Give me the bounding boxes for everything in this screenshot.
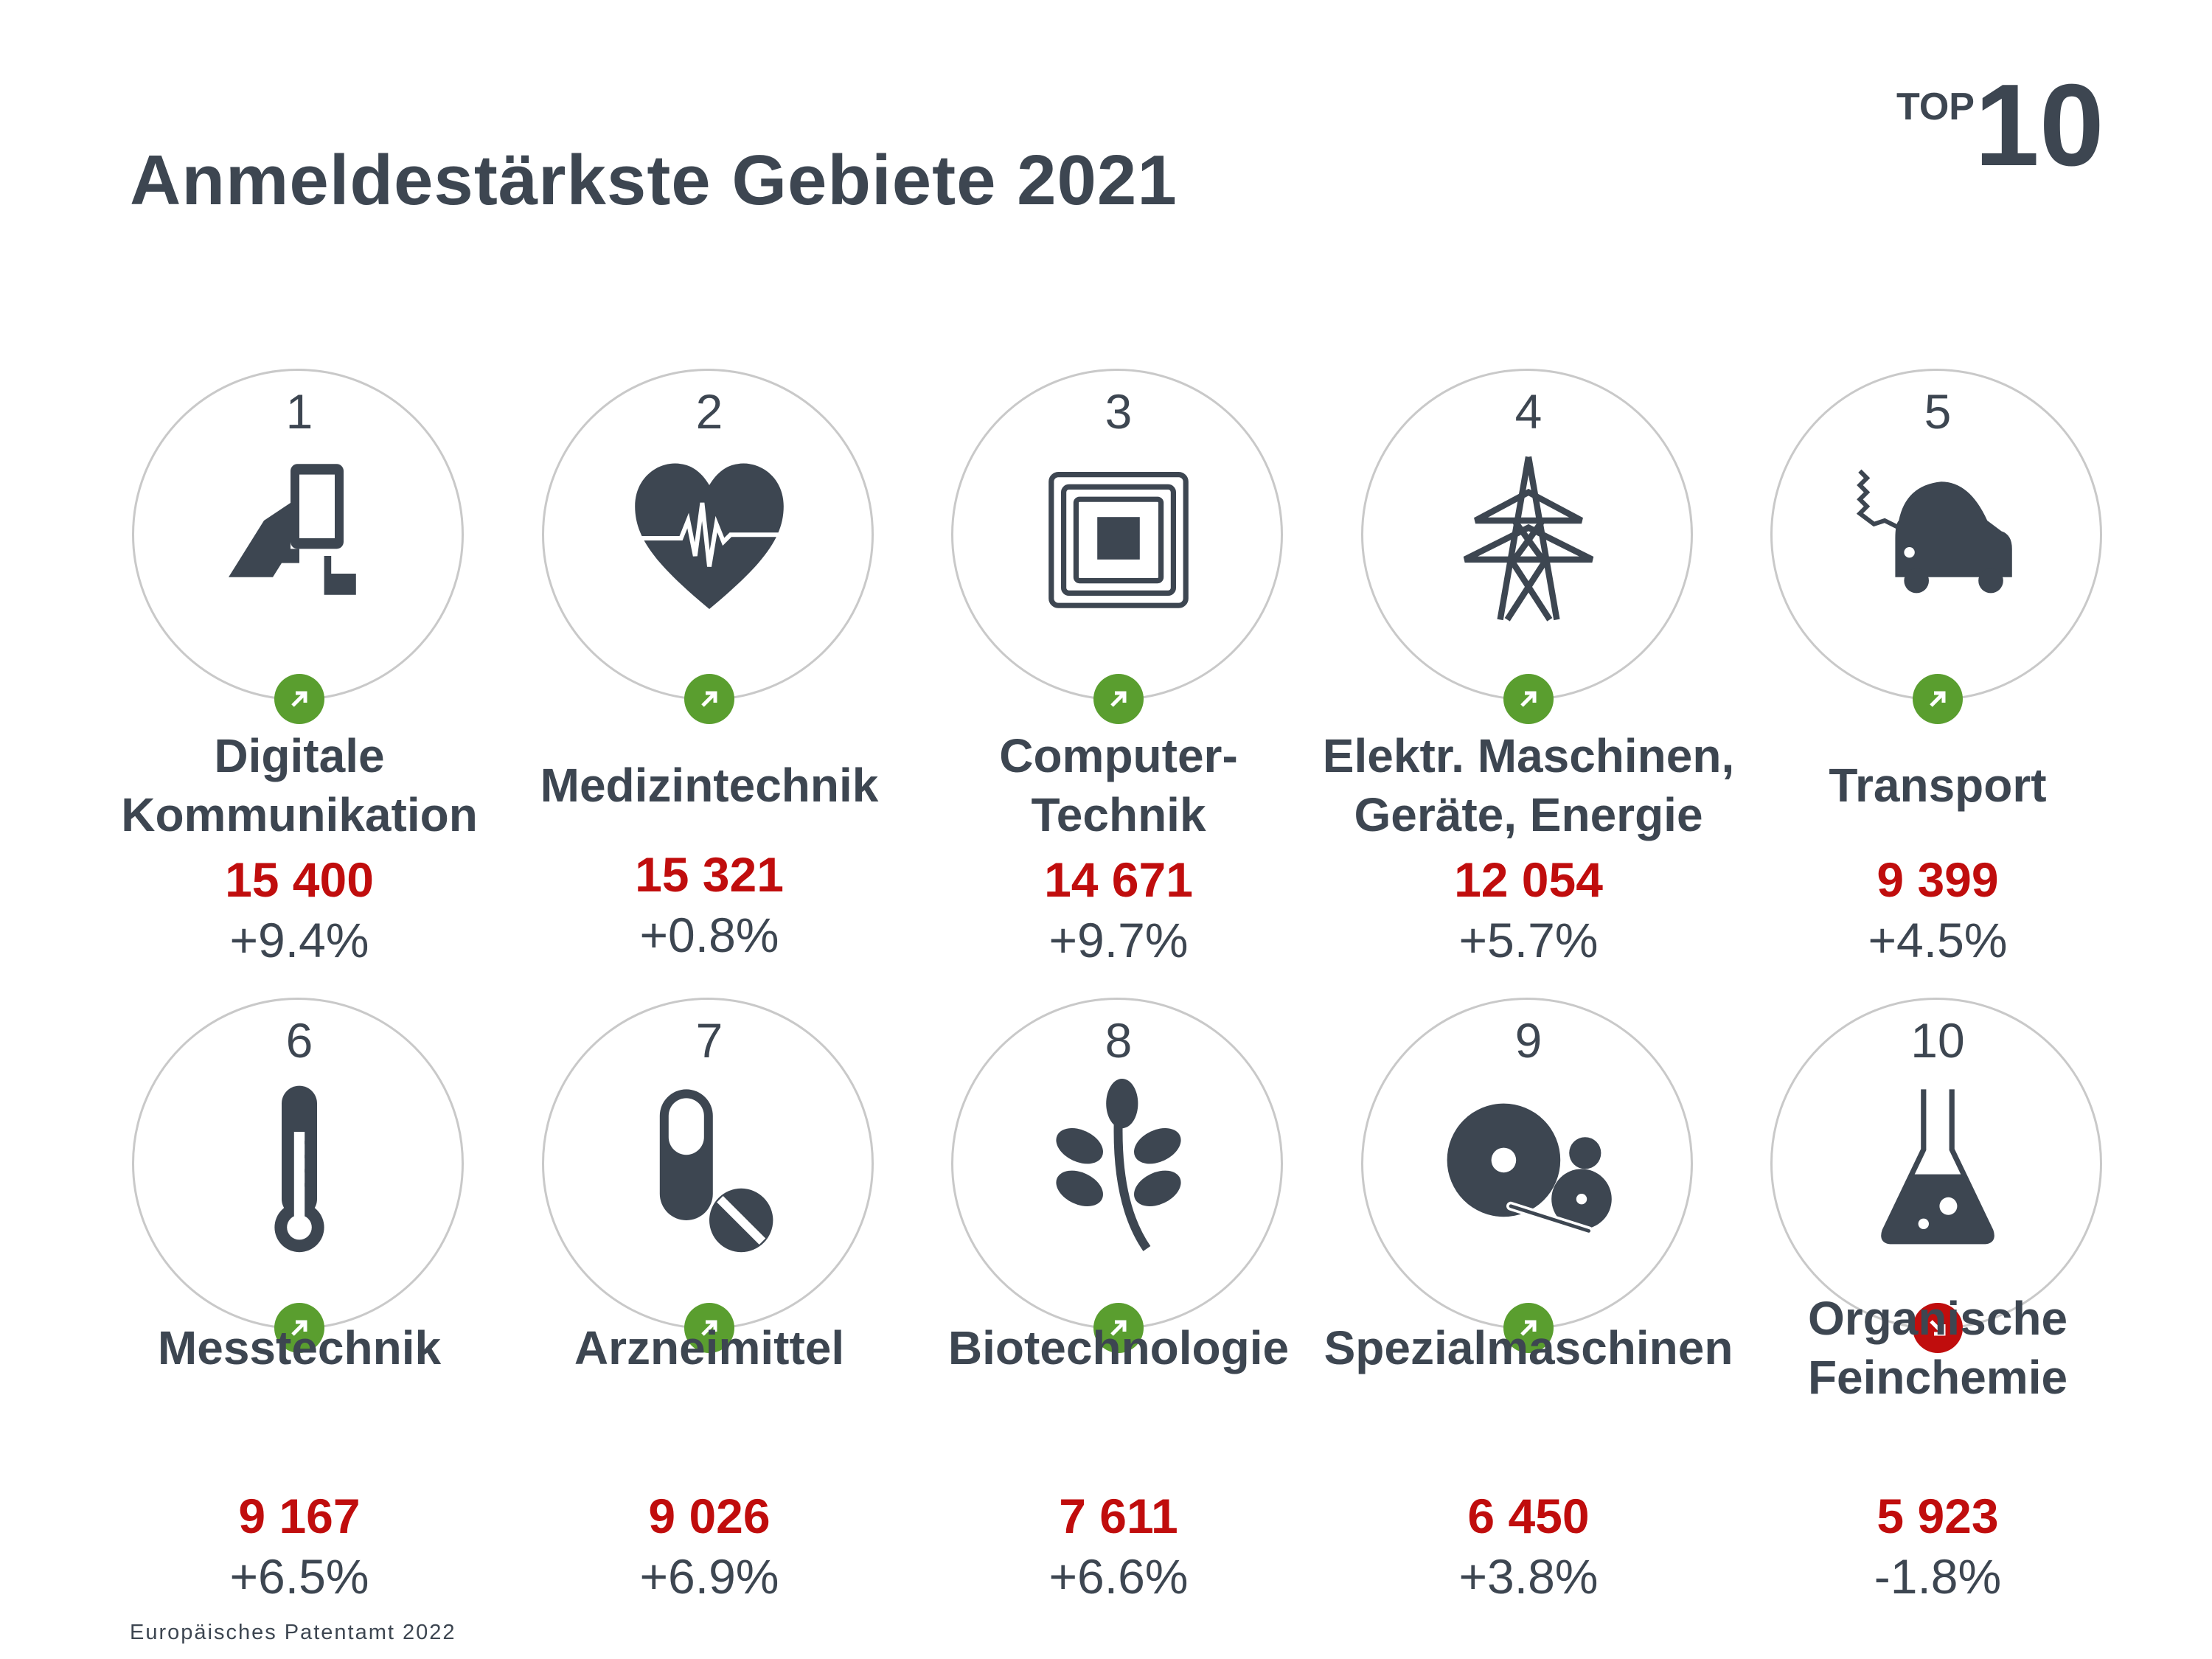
application-count: 14 671 (1044, 852, 1193, 907)
top-label: TOP (1896, 86, 1975, 128)
trend-up-icon (274, 674, 324, 724)
top10-badge: TOP10 (1896, 67, 2104, 184)
change-percent: +6.9% (639, 1549, 779, 1604)
change-percent: +9.7% (1048, 913, 1189, 967)
category-label: Medizintechnik (540, 759, 879, 812)
page-title: Anmeldestärkste Gebiete 2021 (130, 141, 1178, 220)
category-label: Messtechnik (157, 1321, 442, 1374)
application-count: 9 399 (1877, 852, 1999, 907)
trend-up-icon (684, 1303, 734, 1353)
rank-number: 1 (285, 384, 313, 439)
change-percent: +9.4% (229, 913, 369, 967)
category-label: Digitale Kommunikation (121, 729, 478, 841)
trend-up-icon (1503, 674, 1554, 724)
application-count: 7 611 (1059, 1489, 1178, 1543)
application-count: 6 450 (1467, 1489, 1590, 1543)
category-label: Elektr. Maschinen, Geräte, Energie (1322, 729, 1735, 841)
rank-number: 9 (1514, 1013, 1543, 1068)
application-count: 9 026 (648, 1489, 771, 1543)
category-label: Computer- Technik (999, 729, 1238, 841)
category-label: Transport (1829, 759, 2047, 812)
trend-up-icon (1093, 1303, 1144, 1353)
category-label: Biotechnologie (947, 1321, 1290, 1374)
top-number: 10 (1974, 60, 2104, 190)
rank-number: 10 (1910, 1013, 1965, 1068)
rank-number: 6 (285, 1013, 313, 1068)
application-count: 15 400 (225, 852, 374, 907)
trend-down-icon (1913, 1303, 1963, 1353)
change-percent: +6.5% (229, 1549, 369, 1604)
footer-source: Europäisches Patentamt 2022 (130, 1621, 456, 1644)
application-count: 15 321 (635, 847, 784, 902)
change-percent: +0.8% (639, 908, 779, 962)
category-label: Organische Feinchemie (1807, 1292, 2068, 1404)
change-percent: +6.6% (1048, 1549, 1189, 1604)
pills-icon (659, 1089, 773, 1253)
rank-number: 2 (695, 384, 723, 439)
rank-number: 5 (1924, 384, 1952, 439)
thermometer-icon (274, 1085, 324, 1253)
trend-up-icon (684, 674, 734, 724)
chip-icon (1048, 472, 1189, 608)
trend-up-icon (1503, 1303, 1554, 1353)
rank-number: 7 (695, 1013, 723, 1068)
application-count: 5 923 (1877, 1489, 1999, 1543)
application-count: 12 054 (1454, 852, 1603, 907)
rank-number: 3 (1105, 384, 1133, 439)
tablet-hand-icon (229, 464, 356, 595)
heart-pulse-icon (635, 463, 784, 609)
change-percent: +5.7% (1458, 913, 1599, 967)
category-label: Spezialmaschinen (1324, 1321, 1733, 1374)
change-percent: +3.8% (1458, 1549, 1599, 1604)
trend-up-icon (1913, 674, 1963, 724)
trend-up-icon (274, 1303, 324, 1353)
plant-icon (1056, 1079, 1181, 1251)
change-percent: -1.8% (1874, 1549, 2002, 1604)
trend-up-icon (1093, 674, 1144, 724)
electric-car-icon (1856, 469, 2012, 594)
gears-icon (1447, 1103, 1612, 1236)
rank-number: 8 (1105, 1013, 1133, 1068)
application-count: 9 167 (238, 1489, 361, 1543)
change-percent: +4.5% (1868, 913, 2008, 967)
category-label: Arzneimittel (574, 1321, 845, 1374)
rank-number: 4 (1514, 384, 1543, 439)
flask-icon (1881, 1089, 1994, 1245)
power-pylon-icon (1463, 456, 1594, 622)
